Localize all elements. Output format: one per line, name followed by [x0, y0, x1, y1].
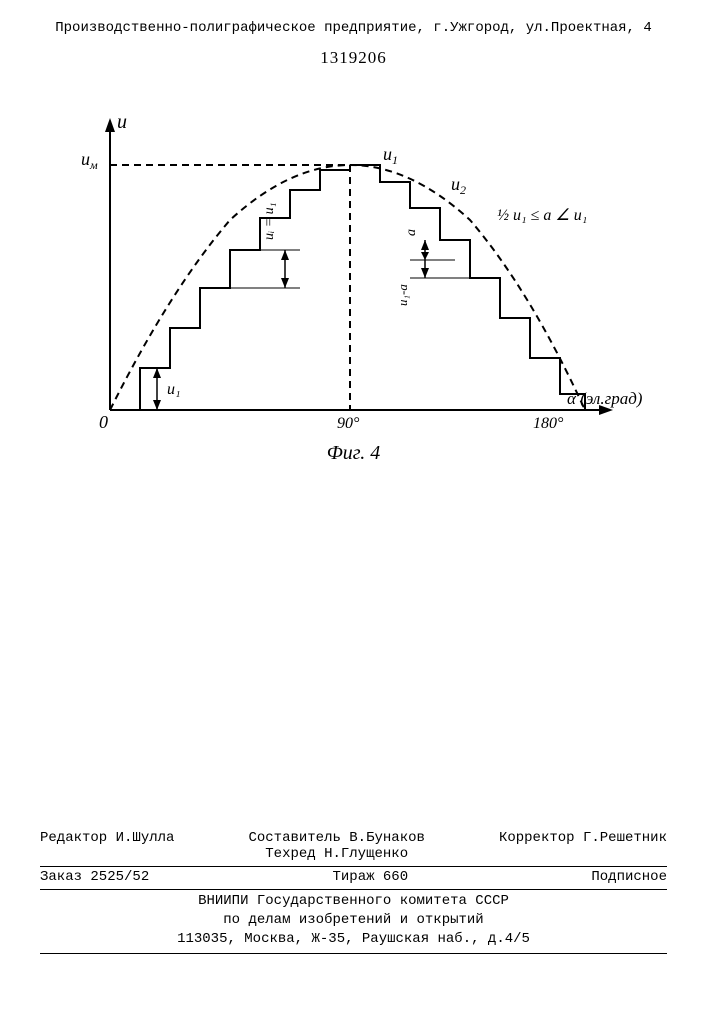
figure-caption: Фиг. 4	[327, 442, 381, 465]
u1-step-label: u₁	[167, 381, 181, 398]
u2-curve-label: u2	[451, 174, 466, 197]
ui-equals-u1-label: uᵢ = u₁	[262, 202, 277, 240]
address-line: 113035, Москва, Ж-35, Раушская наб., д.4…	[40, 930, 667, 949]
techred-credit: Техред Н.Глущенко	[265, 846, 408, 862]
credits-row: Редактор И.Шулла Составитель В.Бунаков Т…	[40, 830, 667, 867]
y-axis-label: u	[117, 111, 127, 133]
org-line-1: ВНИИПИ Государственного комитета СССР	[40, 892, 667, 911]
compiler-credit: Составитель В.Бунаков	[248, 830, 424, 846]
origin-label: 0	[99, 412, 108, 432]
footer-line: Производственно-полиграфическое предприя…	[0, 20, 707, 36]
corrector-credit: Корректор Г.Решетник	[499, 830, 667, 862]
page-number: 1319206	[320, 48, 387, 68]
order-row: Заказ 2525/52 Тираж 660 Подписное	[40, 869, 667, 890]
u1-minus-a-label: u₁-a	[395, 284, 410, 306]
x-axis-label: α (эл.град)	[567, 389, 643, 408]
a-label: a	[404, 229, 419, 236]
figure-4-chart: u uм 0 90° 180° α (эл.град) u1 u2 ½ u₁ ≤…	[75, 110, 635, 450]
inequality-label: ½ u₁ ≤ a ∠ u₁	[497, 207, 587, 224]
u-max-label: uм	[81, 149, 98, 172]
u1-curve-label: u1	[383, 144, 398, 167]
editor-credit: Редактор И.Шулла	[40, 830, 174, 862]
x-tick-90: 90°	[337, 415, 360, 432]
tirazh: Тираж 660	[332, 869, 408, 885]
org-address: ВНИИПИ Государственного комитета СССР по…	[40, 892, 667, 954]
imprint-block: Редактор И.Шулла Составитель В.Бунаков Т…	[40, 830, 667, 954]
order-number: Заказ 2525/52	[40, 869, 149, 885]
subscription: Подписное	[591, 869, 667, 885]
org-line-2: по делам изобретений и открытий	[40, 911, 667, 930]
x-tick-180: 180°	[533, 415, 564, 432]
